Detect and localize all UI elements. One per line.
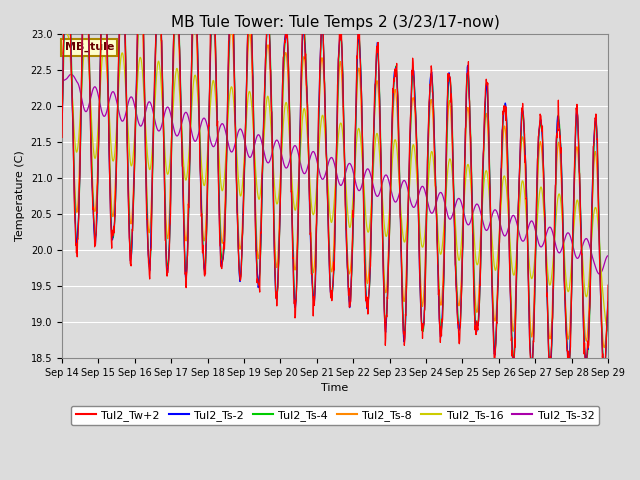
Tul2_Ts-8 xyxy=(540,182,547,188)
Tul2_Ts-16 xyxy=(58,20,66,26)
Y-axis label: Temperature (C): Temperature (C) xyxy=(15,151,25,241)
Tul2_Ts-16 xyxy=(604,328,612,334)
Line: Tul2_Tw+2: Tul2_Tw+2 xyxy=(62,0,608,379)
Tul2_Ts-16 xyxy=(59,20,67,26)
Title: MB Tule Tower: Tule Temps 2 (3/23/17-now): MB Tule Tower: Tule Temps 2 (3/23/17-now… xyxy=(171,15,499,30)
Tul2_Tw+2 xyxy=(180,222,188,228)
Tul2_Ts-4 xyxy=(420,319,428,324)
Tul2_Tw+2 xyxy=(166,211,174,217)
Tul2_Ts-4 xyxy=(492,347,499,352)
Tul2_Tw+2 xyxy=(241,152,249,158)
Tul2_Tw+2 xyxy=(492,347,499,352)
Tul2_Ts-4 xyxy=(166,200,174,206)
Tul2_Ts-8 xyxy=(58,52,66,58)
Tul2_Ts-4 xyxy=(241,155,249,160)
Tul2_Ts-2 xyxy=(166,197,174,203)
Tul2_Ts-16 xyxy=(420,239,428,245)
Tul2_Ts-4 xyxy=(180,219,188,225)
Tul2_Ts-4 xyxy=(604,303,612,309)
Tul2_Ts-32 xyxy=(492,207,499,213)
Tul2_Ts-8 xyxy=(604,322,612,328)
Tul2_Ts-8 xyxy=(166,173,174,179)
Tul2_Ts-16 xyxy=(492,267,499,273)
Tul2_Ts-8 xyxy=(420,287,428,293)
Tul2_Ts-8 xyxy=(180,208,188,214)
Tul2_Ts-2 xyxy=(180,225,188,231)
Tul2_Ts-32 xyxy=(595,271,603,277)
Tul2_Ts-2 xyxy=(58,116,66,122)
Tul2_Ts-32 xyxy=(166,111,174,117)
Tul2_Ts-2 xyxy=(600,371,608,377)
Tul2_Ts-32 xyxy=(420,185,428,191)
Tul2_Ts-2 xyxy=(241,150,249,156)
Tul2_Ts-32 xyxy=(241,139,249,145)
Tul2_Ts-32 xyxy=(67,72,75,77)
Tul2_Ts-2 xyxy=(540,169,547,175)
Tul2_Tw+2 xyxy=(540,170,547,176)
Tul2_Tw+2 xyxy=(600,376,607,382)
Tul2_Ts-32 xyxy=(58,78,66,84)
Tul2_Ts-16 xyxy=(180,164,188,169)
Tul2_Ts-4 xyxy=(540,167,547,172)
Tul2_Ts-2 xyxy=(420,316,428,322)
Tul2_Ts-16 xyxy=(241,143,249,149)
Tul2_Ts-16 xyxy=(166,150,174,156)
Line: Tul2_Ts-8: Tul2_Ts-8 xyxy=(62,0,608,348)
X-axis label: Time: Time xyxy=(321,383,349,393)
Line: Tul2_Ts-16: Tul2_Ts-16 xyxy=(62,23,608,331)
Line: Tul2_Ts-4: Tul2_Ts-4 xyxy=(62,0,608,372)
Line: Tul2_Ts-32: Tul2_Ts-32 xyxy=(62,74,608,274)
Tul2_Tw+2 xyxy=(420,321,428,327)
Tul2_Ts-32 xyxy=(604,253,612,259)
Tul2_Ts-4 xyxy=(600,369,608,375)
Tul2_Ts-8 xyxy=(492,317,499,323)
Tul2_Ts-32 xyxy=(540,240,547,246)
Line: Tul2_Ts-2: Tul2_Ts-2 xyxy=(62,0,608,374)
Tul2_Ts-2 xyxy=(604,299,612,305)
Tul2_Ts-8 xyxy=(241,142,249,148)
Tul2_Ts-4 xyxy=(58,102,66,108)
Tul2_Ts-8 xyxy=(600,345,608,350)
Legend: Tul2_Tw+2, Tul2_Ts-2, Tul2_Ts-4, Tul2_Ts-8, Tul2_Ts-16, Tul2_Ts-32: Tul2_Tw+2, Tul2_Ts-2, Tul2_Ts-4, Tul2_Ts… xyxy=(71,406,599,425)
Tul2_Ts-32 xyxy=(180,112,188,118)
Tul2_Ts-16 xyxy=(540,204,547,210)
Tul2_Ts-2 xyxy=(492,345,499,350)
Text: MB_tule: MB_tule xyxy=(65,42,114,52)
Tul2_Tw+2 xyxy=(58,134,66,140)
Tul2_Tw+2 xyxy=(604,282,612,288)
